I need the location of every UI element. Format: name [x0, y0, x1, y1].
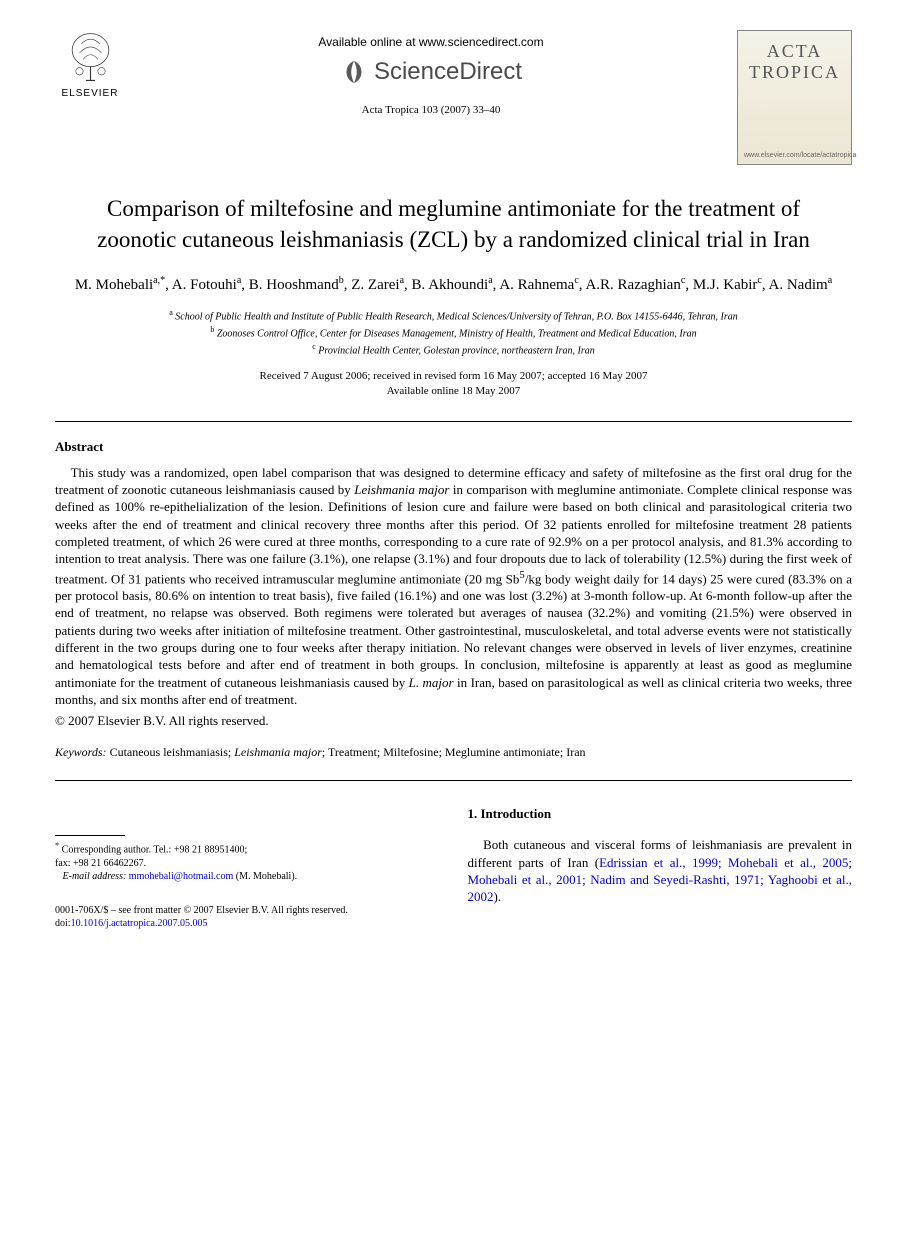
header-row: ELSEVIER Available online at www.science…: [55, 30, 852, 165]
article-title: Comparison of miltefosine and meglumine …: [95, 193, 812, 255]
available-online-text: Available online at www.sciencedirect.co…: [125, 34, 737, 50]
journal-cover-title-1: ACTA: [767, 41, 823, 61]
center-header: Available online at www.sciencedirect.co…: [125, 30, 737, 117]
email-who: (M. Mohebali).: [236, 871, 297, 882]
divider-bottom: [55, 780, 852, 781]
fax-line: fax: +98 21 66462267.: [55, 857, 440, 871]
affiliation-b: b Zoonoses Control Office, Center for Di…: [55, 324, 852, 341]
doi-label: doi:: [55, 918, 71, 929]
citation-text: Acta Tropica 103 (2007) 33–40: [125, 103, 737, 118]
sciencedirect-logo: ScienceDirect: [125, 56, 737, 88]
journal-cover-title: ACTA TROPICA: [744, 41, 845, 82]
abstract-heading: Abstract: [55, 438, 852, 456]
corresponding-author: * Corresponding author. Tel.: +98 21 889…: [55, 840, 440, 857]
sciencedirect-text: ScienceDirect: [374, 56, 522, 88]
intro-heading: 1. Introduction: [468, 805, 853, 823]
affiliation-a: a School of Public Health and Institute …: [55, 307, 852, 324]
journal-cover: ACTA TROPICA www.elsevier.com/locate/act…: [737, 30, 852, 165]
intro-paragraph: Both cutaneous and visceral forms of lei…: [468, 836, 853, 905]
journal-cover-url[interactable]: www.elsevier.com/locate/actatropica: [744, 151, 845, 160]
authors-list: M. Mohebalia,*, A. Fotouhia, B. Hooshman…: [55, 273, 852, 297]
abstract-body: This study was a randomized, open label …: [55, 464, 852, 708]
available-date: Available online 18 May 2007: [55, 384, 852, 399]
keywords: Keywords: Cutaneous leishmaniasis; Leish…: [55, 744, 852, 760]
left-column: * Corresponding author. Tel.: +98 21 889…: [55, 805, 440, 931]
two-column-body: * Corresponding author. Tel.: +98 21 889…: [55, 805, 852, 931]
footnote-rule: [55, 835, 125, 836]
email-link[interactable]: mmohebali@hotmail.com: [129, 871, 233, 882]
email-line: E-mail address: mmohebali@hotmail.com (M…: [55, 870, 440, 884]
elsevier-logo: ELSEVIER: [55, 30, 125, 101]
front-matter-text: 0001-706X/$ – see front matter © 2007 El…: [55, 904, 440, 918]
divider-top: [55, 421, 852, 422]
email-label: E-mail address:: [63, 871, 127, 882]
affiliations: a School of Public Health and Institute …: [55, 307, 852, 359]
doi-line: doi:10.1016/j.actatropica.2007.05.005: [55, 917, 440, 931]
doi-link[interactable]: 10.1016/j.actatropica.2007.05.005: [71, 918, 208, 929]
elsevier-label: ELSEVIER: [55, 87, 125, 101]
footer-line: 0001-706X/$ – see front matter © 2007 El…: [55, 904, 440, 931]
copyright-text: © 2007 Elsevier B.V. All rights reserved…: [55, 712, 852, 730]
received-date: Received 7 August 2006; received in revi…: [55, 369, 852, 384]
journal-cover-title-2: TROPICA: [749, 62, 840, 82]
footnotes: * Corresponding author. Tel.: +98 21 889…: [55, 840, 440, 884]
elsevier-tree-icon: [63, 30, 118, 85]
keywords-label: Keywords:: [55, 745, 107, 759]
article-dates: Received 7 August 2006; received in revi…: [55, 369, 852, 400]
affiliation-c: c Provincial Health Center, Golestan pro…: [55, 341, 852, 358]
right-column: 1. Introduction Both cutaneous and visce…: [468, 805, 853, 931]
sciencedirect-icon: [340, 58, 368, 86]
keywords-text: Cutaneous leishmaniasis; Leishmania majo…: [110, 745, 586, 759]
